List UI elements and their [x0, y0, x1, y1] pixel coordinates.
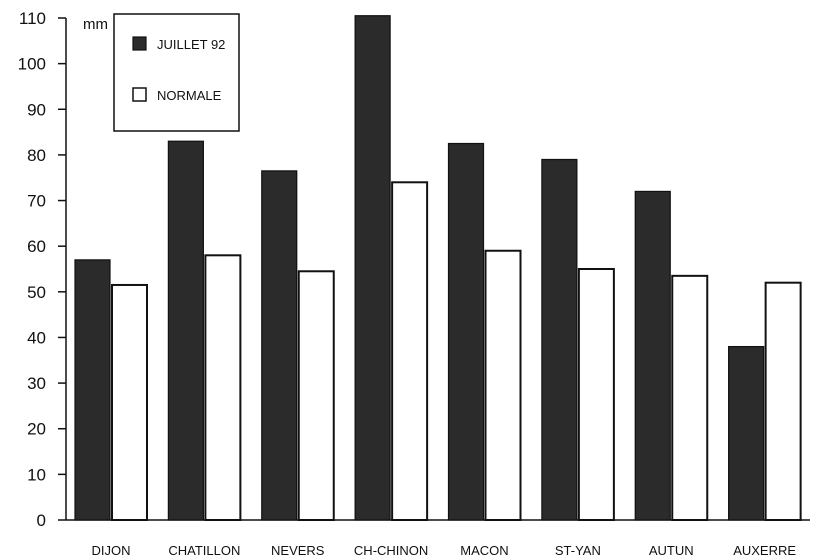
- y-tick-label-30: 30: [27, 374, 46, 393]
- y-axis-unit-label: mm: [83, 16, 108, 33]
- bar-normale-auxerre: [764, 281, 802, 522]
- bars-group: [74, 15, 802, 522]
- legend-swatch-juillet-92: [132, 36, 147, 51]
- x-tick-label-autun: AUTUN: [649, 543, 694, 558]
- y-tick-label-40: 40: [27, 328, 46, 347]
- bar-juillet-92-macon: [447, 142, 485, 521]
- bar-juillet-92-chatillon: [167, 140, 204, 521]
- y-tick-label-100: 100: [18, 55, 46, 74]
- legend-swatch-normale: [132, 87, 147, 102]
- bar-normale-st-yan: [577, 268, 615, 521]
- legend-label-normale: NORMALE: [157, 88, 222, 103]
- x-tick-label-macon: MACON: [460, 543, 508, 558]
- y-tick-label-60: 60: [27, 237, 46, 256]
- x-tick-label-nevers: NEVERS: [271, 543, 325, 558]
- category-labels-group: DIJON CHATILLON NEVERS CH-CHINON MACON ST-YAN…: [92, 543, 797, 558]
- bar-juillet-92-ch-chinon: [354, 15, 391, 521]
- legend-label-juillet-92: JUILLET 92: [157, 37, 225, 52]
- bar-normale-macon: [484, 249, 522, 521]
- x-tick-label-chatillon: CHATILLON: [168, 543, 240, 558]
- legend-box: [113, 13, 240, 132]
- x-tick-label-dijon: DIJON: [92, 543, 131, 558]
- y-tick-label-10: 10: [27, 465, 46, 484]
- bar-normale-ch-chinon: [391, 181, 429, 521]
- bar-juillet-92-dijon: [74, 259, 111, 521]
- y-tick-label-80: 80: [27, 146, 46, 165]
- y-tick-label-70: 70: [27, 192, 46, 211]
- bar-normale-dijon: [111, 283, 148, 521]
- y-tick-label-90: 90: [27, 100, 46, 119]
- x-tick-label-ch-chinon: CH-CHINON: [354, 543, 428, 558]
- y-tick-label-50: 50: [27, 283, 46, 302]
- bar-juillet-92-auxerre: [728, 345, 765, 521]
- x-tick-label-st-yan: ST-YAN: [555, 543, 601, 558]
- x-tick-label-auxerre: AUXERRE: [733, 543, 796, 558]
- bar-juillet-92-st-yan: [541, 158, 578, 521]
- legend: JUILLET 92 NORMALE: [113, 13, 240, 132]
- bar-normale-autun: [671, 274, 709, 521]
- y-tick-label-110: 110: [19, 9, 46, 28]
- bar-juillet-92-nevers: [261, 170, 298, 521]
- y-tick-label-0: 0: [37, 511, 46, 530]
- bar-normale-nevers: [297, 270, 335, 522]
- bar-juillet-92-autun: [634, 190, 671, 521]
- bar-normale-chatillon: [204, 254, 242, 522]
- y-tick-label-20: 20: [27, 420, 46, 439]
